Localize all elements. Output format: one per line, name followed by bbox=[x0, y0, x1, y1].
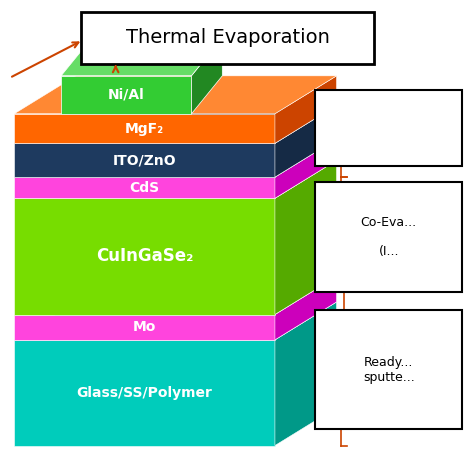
Polygon shape bbox=[14, 177, 275, 198]
Text: Co-Eva...

(I...: Co-Eva... (I... bbox=[361, 216, 417, 258]
Polygon shape bbox=[191, 38, 222, 114]
Polygon shape bbox=[275, 160, 337, 315]
Polygon shape bbox=[14, 105, 337, 143]
FancyBboxPatch shape bbox=[315, 310, 462, 429]
Text: CdS: CdS bbox=[129, 181, 160, 195]
Text: Mo: Mo bbox=[133, 320, 156, 334]
Polygon shape bbox=[275, 139, 337, 198]
Polygon shape bbox=[14, 76, 337, 114]
Text: MgF₂: MgF₂ bbox=[125, 121, 164, 136]
FancyBboxPatch shape bbox=[81, 12, 374, 64]
Text: Thermal Evaporation: Thermal Evaporation bbox=[126, 28, 329, 47]
Polygon shape bbox=[275, 277, 337, 340]
Polygon shape bbox=[14, 139, 337, 177]
Polygon shape bbox=[14, 143, 275, 177]
Polygon shape bbox=[61, 38, 222, 76]
FancyBboxPatch shape bbox=[315, 90, 462, 166]
Polygon shape bbox=[14, 302, 337, 340]
Polygon shape bbox=[275, 302, 337, 446]
Text: Ready...
sputte...: Ready... sputte... bbox=[363, 356, 415, 384]
Polygon shape bbox=[14, 340, 275, 446]
Text: Ni/Al: Ni/Al bbox=[108, 88, 145, 102]
Polygon shape bbox=[14, 114, 275, 143]
Polygon shape bbox=[275, 76, 337, 143]
FancyBboxPatch shape bbox=[315, 182, 462, 292]
Polygon shape bbox=[14, 198, 275, 315]
Polygon shape bbox=[14, 315, 275, 340]
Text: Glass/SS/Polymer: Glass/SS/Polymer bbox=[77, 386, 212, 400]
Polygon shape bbox=[61, 76, 191, 114]
Polygon shape bbox=[275, 105, 337, 177]
Polygon shape bbox=[14, 160, 337, 198]
Polygon shape bbox=[14, 277, 337, 315]
Text: CuInGaSe₂: CuInGaSe₂ bbox=[96, 247, 193, 265]
Text: ITO/ZnO: ITO/ZnO bbox=[113, 153, 176, 167]
